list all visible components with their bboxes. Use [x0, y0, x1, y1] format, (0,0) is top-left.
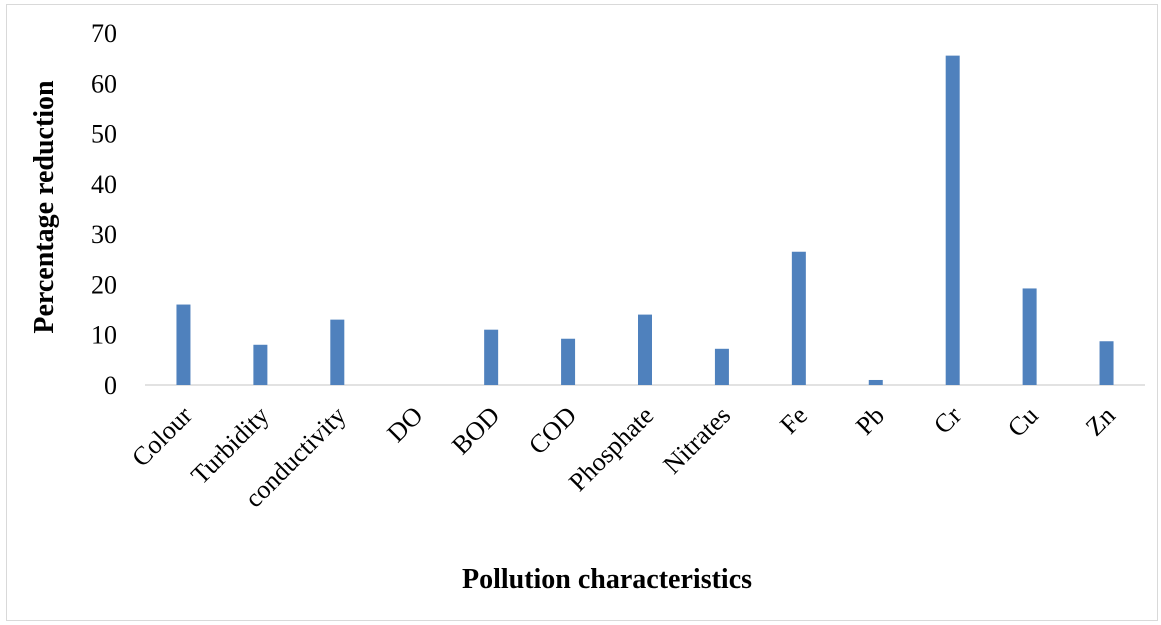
y-tick-label: 0 [104, 371, 117, 400]
bar-phosphate [638, 314, 652, 385]
bar-fe [791, 251, 806, 385]
x-tick-label: COD [523, 401, 582, 460]
x-tick-label: Cr [928, 400, 967, 439]
y-tick-label: 30 [91, 220, 117, 249]
y-tick-label: 40 [91, 170, 117, 199]
x-tick-label: Phosphate [563, 401, 659, 497]
y-tick-label: 50 [91, 120, 117, 149]
x-tick-label: Pb [850, 401, 890, 441]
y-tick-label: 60 [91, 69, 117, 98]
bar-turbidity [253, 344, 268, 385]
bar-colour [176, 304, 191, 385]
bar-conductivity [330, 319, 345, 385]
x-tick-label: DO [381, 401, 428, 448]
x-axis-title: Pollution characteristics [462, 564, 752, 595]
x-tick-label: Colour [126, 401, 198, 473]
x-tick-label: Fe [774, 401, 813, 440]
y-tick-label: 20 [91, 270, 117, 299]
bar-pb [868, 379, 883, 385]
bar-nitrates [714, 348, 729, 385]
x-tick-label: Zn [1080, 401, 1121, 442]
bar-bod [484, 329, 499, 385]
bar-series [176, 55, 1114, 385]
x-tick-label: Cu [1002, 401, 1044, 443]
x-tick-label: Nitrates [657, 401, 736, 480]
y-axis-title: Percentage reduction [29, 80, 60, 334]
bar-cod [561, 338, 576, 385]
y-axis-ticks: 0 10 20 30 40 50 60 70 [91, 19, 117, 400]
y-tick-label: 70 [91, 19, 117, 48]
bar-cr [945, 55, 960, 385]
chart-frame: 0 10 20 30 40 50 60 70 Colour Turbidity conductiv… [6, 4, 1158, 621]
bar-zn [1099, 341, 1114, 385]
x-tick-label: BOD [446, 401, 505, 460]
bar-cu [1022, 288, 1037, 385]
y-tick-label: 10 [91, 321, 117, 350]
